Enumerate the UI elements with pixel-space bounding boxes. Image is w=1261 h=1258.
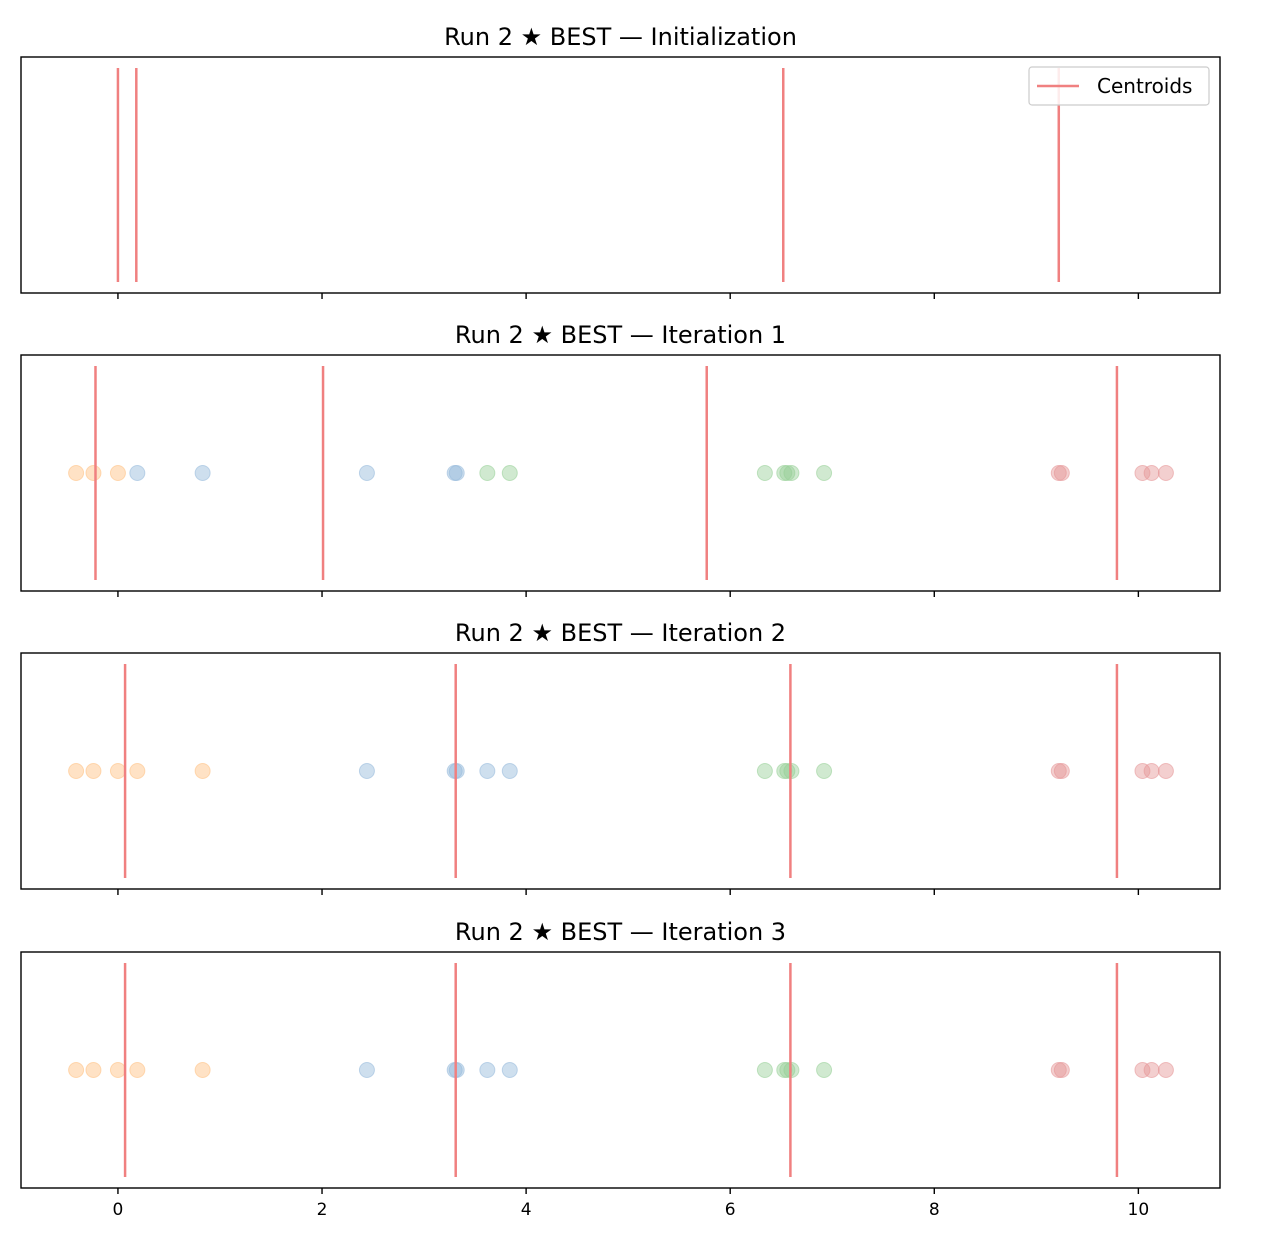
data-point	[194, 1062, 211, 1078]
panel-4: Run 2 ★ BEST — Iteration 3 0 2 4 6 8 10	[20, 918, 1221, 1220]
data-point	[779, 465, 796, 481]
data-point	[1134, 465, 1151, 481]
data-point	[756, 763, 773, 779]
data-point	[1143, 465, 1160, 481]
panel-title: Run 2 ★ BEST — Iteration 3	[455, 918, 786, 946]
x-tick-label: 2	[317, 1200, 328, 1220]
data-point	[1143, 1062, 1160, 1078]
x-tick-label: 4	[521, 1200, 532, 1220]
data-point	[501, 465, 518, 481]
panel-title: Run 2 ★ BEST — Iteration 1	[455, 321, 786, 349]
data-point	[358, 465, 375, 481]
x-tick-label: 0	[113, 1200, 124, 1220]
data-point	[85, 1062, 102, 1078]
data-point	[1053, 763, 1070, 779]
panel-3: Run 2 ★ BEST — Iteration 2	[20, 619, 1221, 895]
x-tick-label: 6	[725, 1200, 736, 1220]
data-point	[783, 465, 800, 481]
data-point	[1134, 763, 1151, 779]
x-tick-label: 10	[1128, 1200, 1150, 1220]
data-point	[1053, 465, 1070, 481]
data-point	[68, 1062, 85, 1078]
legend: Centroids	[1028, 66, 1210, 106]
data-point	[129, 1062, 146, 1078]
data-point	[1134, 1062, 1151, 1078]
data-point	[501, 763, 518, 779]
data-point	[816, 1062, 833, 1078]
data-point	[85, 465, 102, 481]
data-point	[1143, 763, 1160, 779]
data-point	[1157, 763, 1174, 779]
axes-frame	[20, 951, 1221, 1189]
legend-label: Centroids	[1097, 74, 1192, 98]
data-point	[129, 465, 146, 481]
data-point	[85, 763, 102, 779]
x-tick-label: 8	[929, 1200, 940, 1220]
data-point	[68, 465, 85, 481]
data-point	[358, 1062, 375, 1078]
data-point	[816, 763, 833, 779]
data-point	[501, 1062, 518, 1078]
axes-frame	[20, 354, 1221, 592]
data-point	[479, 465, 496, 481]
data-point	[479, 763, 496, 779]
data-point	[479, 1062, 496, 1078]
data-point	[68, 763, 85, 779]
data-point	[129, 763, 146, 779]
legend-box	[1028, 66, 1210, 106]
data-point	[109, 1062, 126, 1078]
axes-frame	[20, 652, 1221, 890]
data-point	[1157, 1062, 1174, 1078]
panel-2: Run 2 ★ BEST — Iteration 1	[20, 321, 1221, 597]
panel-1: Run 2 ★ BEST — Initialization Centroids	[20, 23, 1221, 299]
data-point	[816, 465, 833, 481]
data-point	[194, 465, 211, 481]
axes-frame	[20, 56, 1221, 294]
data-point	[756, 1062, 773, 1078]
panel-title: Run 2 ★ BEST — Iteration 2	[455, 619, 786, 647]
data-point	[194, 763, 211, 779]
data-point	[109, 763, 126, 779]
data-point	[448, 465, 465, 481]
panel-title: Run 2 ★ BEST — Initialization	[444, 23, 797, 51]
data-point	[1053, 1062, 1070, 1078]
data-point	[109, 465, 126, 481]
data-point	[1157, 465, 1174, 481]
data-point	[358, 763, 375, 779]
data-point	[756, 465, 773, 481]
